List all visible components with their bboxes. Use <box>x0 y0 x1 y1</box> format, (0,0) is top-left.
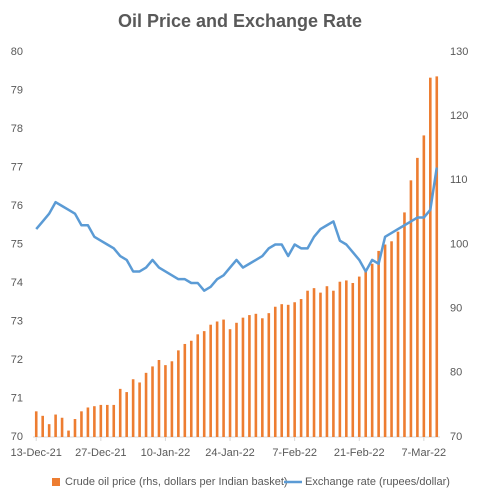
y-tick-label: 73 <box>11 315 23 327</box>
bar <box>254 313 258 437</box>
bar <box>41 415 44 437</box>
bar <box>377 250 380 437</box>
bar <box>286 304 290 437</box>
bar <box>86 407 90 437</box>
x-tick-label: 7-Feb-22 <box>272 447 317 459</box>
bar <box>332 290 335 437</box>
bar <box>99 404 103 437</box>
bar <box>319 292 322 437</box>
bar <box>170 361 174 437</box>
y2-tick-label: 130 <box>450 46 468 58</box>
y-tick-label: 76 <box>11 200 23 212</box>
bar <box>228 329 232 437</box>
bar <box>222 319 225 437</box>
bar <box>47 424 51 437</box>
bar <box>138 382 141 437</box>
bar <box>248 315 251 437</box>
bar <box>202 331 206 437</box>
bar <box>54 414 57 437</box>
bar <box>105 404 109 437</box>
bar <box>118 388 122 437</box>
bar <box>164 365 167 437</box>
bar <box>280 304 284 437</box>
bar <box>338 281 342 437</box>
y2-tick-label: 80 <box>450 367 462 379</box>
bar <box>273 306 277 437</box>
bar <box>429 77 432 438</box>
bar <box>241 317 245 437</box>
bar <box>235 322 238 437</box>
y-tick-label: 77 <box>11 161 23 173</box>
bar <box>183 343 187 437</box>
bar <box>416 157 419 437</box>
bar <box>151 366 154 437</box>
bar <box>177 350 180 437</box>
x-tick-label: 24-Jan-22 <box>205 447 255 459</box>
legend-label: Crude oil price (rhs, dollars per Indian… <box>65 476 288 488</box>
bar <box>299 299 303 437</box>
bar <box>144 372 148 437</box>
y2-tick-label: 100 <box>450 238 468 250</box>
x-tick-label: 27-Dec-21 <box>75 447 126 459</box>
bar <box>112 404 116 437</box>
x-tick-label: 10-Jan-22 <box>141 447 191 459</box>
bar <box>422 135 426 437</box>
bar <box>267 313 271 437</box>
bar <box>131 379 135 437</box>
bar <box>215 321 219 437</box>
bar <box>351 283 355 437</box>
y-tick-label: 72 <box>11 354 23 366</box>
x-tick-label: 13-Dec-21 <box>11 447 62 459</box>
bar <box>196 334 200 437</box>
bar <box>325 286 329 437</box>
y2-tick-label: 120 <box>450 110 468 122</box>
y-tick-label: 78 <box>11 123 23 135</box>
y2-tick-label: 90 <box>450 303 462 315</box>
y-tick-label: 79 <box>11 84 23 96</box>
bar <box>306 290 309 437</box>
bar <box>157 360 161 437</box>
bar <box>390 241 393 437</box>
bar <box>261 318 264 437</box>
bar <box>364 270 368 437</box>
bar <box>60 417 64 437</box>
y-tick-label: 74 <box>11 277 23 289</box>
y2-tick-label: 110 <box>450 174 468 186</box>
bar <box>67 430 70 437</box>
bar <box>370 263 374 437</box>
y2-tick-label: 70 <box>450 431 462 443</box>
bar <box>34 411 38 437</box>
y-tick-label: 80 <box>11 46 23 58</box>
x-tick-label: 7-Mar-22 <box>402 447 447 459</box>
line <box>35 167 439 292</box>
bar <box>125 392 128 437</box>
legend-swatch <box>52 478 60 486</box>
chart-title: Oil Price and Exchange Rate <box>118 11 362 31</box>
y-tick-label: 71 <box>11 392 23 404</box>
bar <box>357 276 361 437</box>
bar <box>435 76 439 437</box>
bar <box>93 406 96 437</box>
bar <box>189 340 193 437</box>
bar <box>383 244 387 437</box>
bar <box>345 280 348 437</box>
bar <box>73 419 77 437</box>
bar <box>396 231 400 437</box>
bar <box>293 302 296 437</box>
bar <box>80 411 83 437</box>
legend-label: Exchange rate (rupees/dollar) <box>305 476 450 488</box>
bar <box>409 180 413 438</box>
bar <box>209 324 212 437</box>
bar <box>312 288 316 437</box>
y-tick-label: 75 <box>11 238 23 250</box>
x-tick-label: 21-Feb-22 <box>334 447 385 459</box>
y-tick-label: 70 <box>11 431 23 443</box>
bar <box>403 212 406 437</box>
